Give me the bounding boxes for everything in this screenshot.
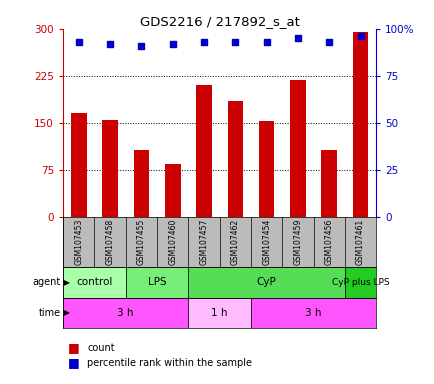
Text: time: time (39, 308, 61, 318)
Point (263, 39, 270, 45)
Point (138, 43, 145, 49)
Bar (188, 298, 250, 328)
Bar (258, 121, 274, 217)
Text: GSM107454: GSM107454 (262, 219, 270, 265)
Bar (125, 267, 188, 298)
Text: GSM107462: GSM107462 (230, 219, 239, 265)
Text: percentile rank within the sample: percentile rank within the sample (87, 358, 251, 368)
Point (325, 39, 332, 45)
Point (169, 41, 176, 47)
Bar (289, 80, 305, 217)
Point (106, 41, 113, 47)
Text: GSM107458: GSM107458 (105, 219, 114, 265)
Text: CyP plus LPS: CyP plus LPS (331, 278, 388, 287)
Bar (164, 164, 180, 217)
Point (231, 39, 238, 45)
Text: CyP: CyP (256, 277, 276, 287)
Text: control: control (76, 277, 112, 287)
Bar (133, 150, 149, 217)
Text: count: count (87, 343, 115, 353)
Text: LPS: LPS (148, 277, 166, 287)
Text: agent: agent (33, 277, 61, 287)
Bar (63, 298, 188, 328)
Point (200, 39, 207, 45)
Point (294, 35, 301, 41)
Text: GSM107461: GSM107461 (355, 219, 364, 265)
Text: ■: ■ (67, 341, 79, 354)
Bar (321, 150, 336, 217)
Text: GSM107460: GSM107460 (168, 219, 177, 265)
Bar (250, 298, 375, 328)
Bar (352, 32, 368, 217)
Text: ▶: ▶ (61, 308, 70, 318)
Text: ▶: ▶ (61, 278, 70, 287)
Text: ■: ■ (67, 356, 79, 369)
Point (356, 33, 363, 40)
Text: 1 h: 1 h (211, 308, 227, 318)
Title: GDS2216 / 217892_s_at: GDS2216 / 217892_s_at (139, 15, 299, 28)
Bar (196, 85, 211, 217)
Text: GSM107453: GSM107453 (74, 219, 83, 265)
Bar (188, 267, 344, 298)
Bar (102, 120, 118, 217)
Point (75, 39, 82, 45)
Text: GSM107456: GSM107456 (324, 219, 333, 265)
Text: GSM107459: GSM107459 (293, 219, 302, 265)
Bar (71, 114, 86, 217)
Bar (344, 267, 375, 298)
Bar (63, 267, 125, 298)
Text: GSM107455: GSM107455 (137, 219, 145, 265)
Text: 3 h: 3 h (117, 308, 134, 318)
Bar (227, 101, 243, 217)
Text: GSM107457: GSM107457 (199, 219, 208, 265)
Text: 3 h: 3 h (305, 308, 321, 318)
